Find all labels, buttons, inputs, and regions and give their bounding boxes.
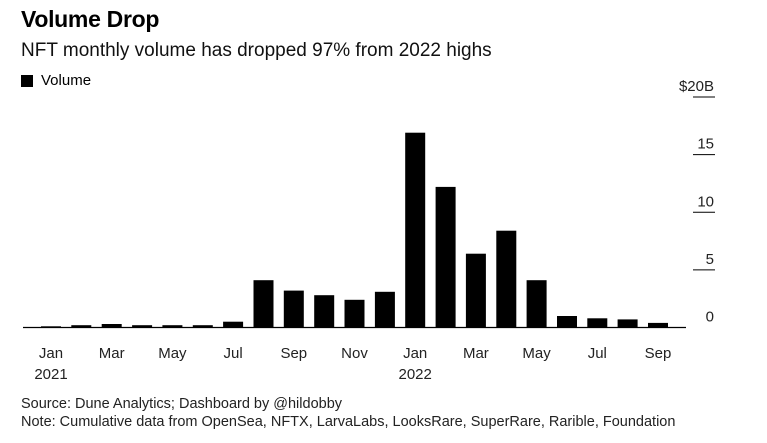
x-tick-label: Nov bbox=[341, 345, 368, 362]
bar-oct-2021 bbox=[314, 295, 335, 328]
x-tick-label: May bbox=[158, 345, 187, 362]
bar-apr-2021 bbox=[132, 325, 153, 328]
y-tick-label: $20B bbox=[679, 78, 714, 95]
source-text: Source: Dune Analytics; Dashboard by @hi… bbox=[21, 396, 343, 412]
y-tick-label: 15 bbox=[697, 136, 714, 153]
bar-jul-2022 bbox=[587, 318, 608, 328]
bar-aug-2022 bbox=[617, 319, 638, 328]
x-tick-label: Sep bbox=[280, 345, 307, 362]
y-tick-label: 10 bbox=[697, 193, 714, 210]
bar-mar-2021 bbox=[101, 324, 122, 328]
bar-sep-2022 bbox=[648, 322, 668, 328]
legend-label: Volume bbox=[41, 72, 92, 89]
y-tick-label: 0 bbox=[706, 309, 714, 326]
bar-sep-2021 bbox=[283, 290, 304, 328]
bar-mar-2022 bbox=[465, 253, 486, 328]
bar-feb-2022 bbox=[435, 186, 456, 328]
bar-apr-2022 bbox=[496, 230, 517, 328]
bar-feb-2021 bbox=[71, 325, 92, 328]
x-tick-label: Mar bbox=[99, 345, 125, 362]
bar-may-2022 bbox=[526, 280, 547, 328]
bar-jun-2022 bbox=[557, 316, 577, 328]
x-tick-label: Jan bbox=[403, 345, 427, 362]
x-tick-label: Sep bbox=[645, 345, 672, 362]
bar-nov-2021 bbox=[344, 299, 365, 328]
x-tick-year-label: 2021 bbox=[34, 366, 67, 383]
bar-may-2021 bbox=[162, 325, 183, 328]
chart-title: Volume Drop bbox=[21, 6, 160, 32]
x-tick-label: Jul bbox=[224, 345, 243, 362]
legend-swatch bbox=[21, 74, 33, 87]
chart-subtitle: NFT monthly volume has dropped 97% from … bbox=[21, 40, 492, 61]
x-tick-label: May bbox=[522, 345, 551, 362]
legend: Volume bbox=[21, 72, 91, 89]
bar-jul-2021 bbox=[223, 321, 244, 328]
bar-jun-2021 bbox=[192, 325, 213, 328]
x-tick-label: Jul bbox=[588, 345, 607, 362]
x-tick-label: Mar bbox=[463, 345, 489, 362]
note-text: Note: Cumulative data from OpenSea, NFTX… bbox=[21, 414, 676, 430]
x-tick-year-label: 2022 bbox=[399, 366, 432, 383]
bar-jan-2022 bbox=[405, 132, 426, 328]
y-tick-label: 5 bbox=[706, 251, 714, 268]
bar-dec-2021 bbox=[374, 291, 395, 328]
x-tick-label: Jan bbox=[39, 345, 63, 362]
bar-aug-2021 bbox=[253, 280, 274, 328]
